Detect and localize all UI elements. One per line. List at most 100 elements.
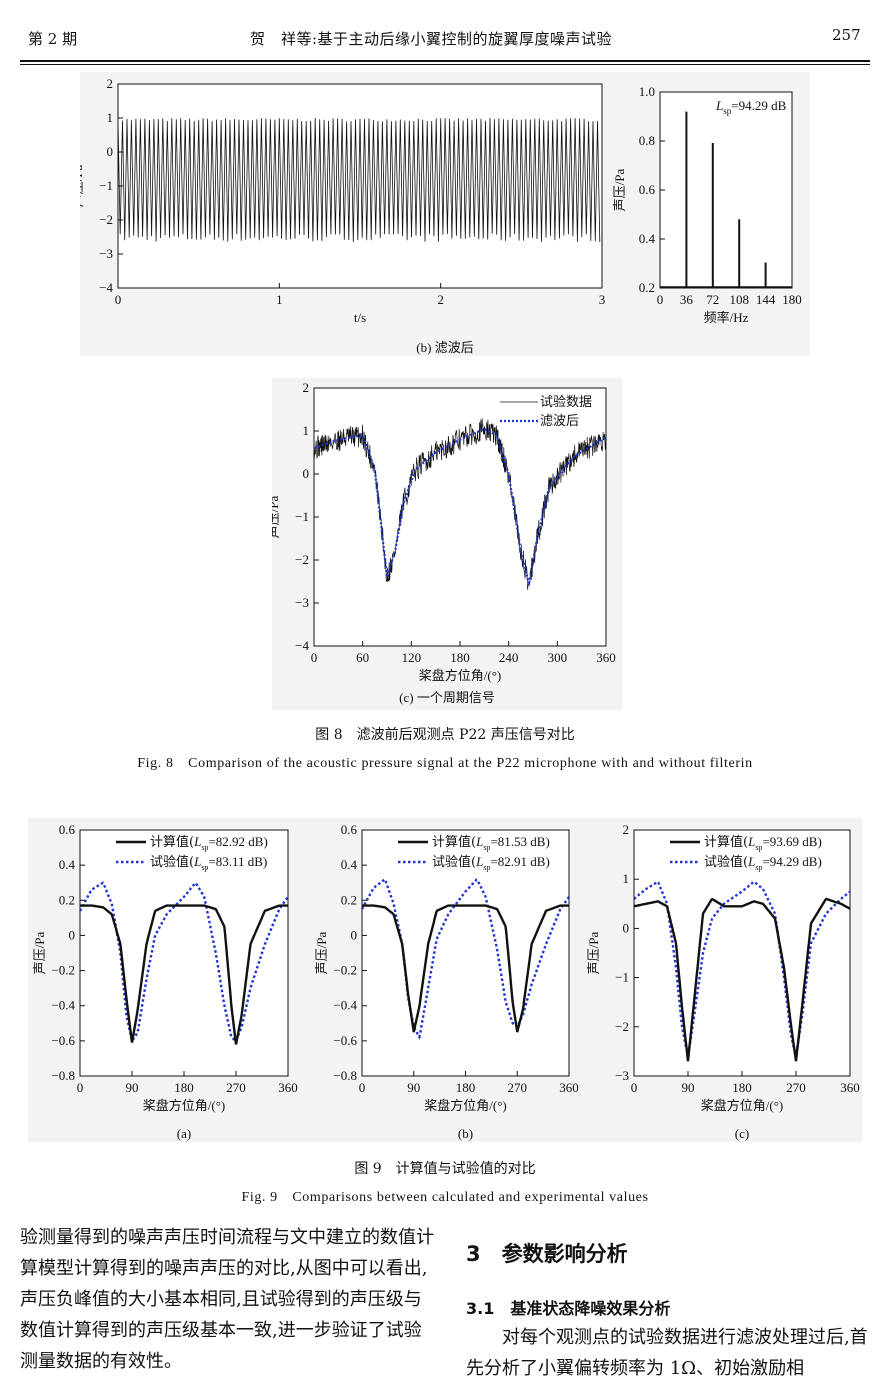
fig9c-ytick-label: 1 <box>623 871 630 886</box>
fig8b-time-xtick-label: 2 <box>437 292 444 307</box>
fig9b-plot-area <box>361 829 570 1077</box>
fig9b-xtick-label: 360 <box>559 1080 579 1095</box>
fig8b-spectrum-xtick-label: 108 <box>729 292 749 307</box>
fig8b-time-ytick-label: −3 <box>99 246 113 261</box>
fig9a-caption: (a) <box>177 1126 191 1141</box>
fig8b-time-xtick-label: 0 <box>115 292 122 307</box>
fig9b-ytick-label: −0.8 <box>333 1068 357 1083</box>
page-number: 257 <box>832 26 861 44</box>
fig8c-xtick-label: 60 <box>356 650 369 665</box>
issue-number: 第 2 期 <box>28 30 78 48</box>
fig8-caption-en: Fig. 8 Comparison of the acoustic pressu… <box>137 756 753 771</box>
fig8c-ytick-label: 2 <box>303 380 310 395</box>
fig9b-legend-label: 试验值(Lsp=82.91 dB) <box>432 854 550 872</box>
fig8b-spectrum-xtick-label: 0 <box>657 292 664 307</box>
fig8c-legend-filtered-label: 滤波后 <box>540 413 579 428</box>
fig9b-ylabel: 声压/Pa <box>314 931 329 974</box>
fig8c-xtick-label: 360 <box>596 650 616 665</box>
fig8b-spectrum-xtick-label: 36 <box>680 292 694 307</box>
fig8b-time-ytick-label: −1 <box>99 178 113 193</box>
fig8b-spectrum-xtick-label: 144 <box>756 292 776 307</box>
header-rule <box>20 60 870 62</box>
fig8b-spectrum-xtick-label: 180 <box>782 292 802 307</box>
fig8-caption-cn: 图 8 滤波前后观测点 P22 声压信号对比 <box>315 727 575 743</box>
fig9b-ytick-label: −0.4 <box>333 998 357 1013</box>
fig9c-xtick-label: 90 <box>682 1080 695 1095</box>
fig9c-plot-area <box>633 829 851 1077</box>
fig8b-spectrum-ytick-label: 0.8 <box>639 133 655 148</box>
fig9b-calculated-line <box>362 904 569 1033</box>
fig9c-xtick-label: 360 <box>840 1080 860 1095</box>
fig9b-xtick-label: 180 <box>456 1080 476 1095</box>
fig8b-spectrum-annotation: Lsp=94.29 dB <box>715 98 787 116</box>
fig8b-time-xtick-label: 3 <box>599 292 606 307</box>
fig8c-xtick-label: 0 <box>311 650 318 665</box>
fig8b-time-ylabel: 声压/Pa <box>80 164 85 207</box>
fig9a-legend-label: 试验值(Lsp=83.11 dB) <box>150 854 267 872</box>
fig8b-figure: 0 1 2 3 2 1 0 −1 −2 −3 −4 t/s 声压/Pa 0 36 72 108 144 180 1.0… <box>80 76 802 355</box>
fig9b-ytick-label: 0.4 <box>341 857 358 872</box>
body-paragraph-left: 验测量得到的噪声声压时间流程与文中建立的数值计算模型计算得到的噪声声压的对比,从… <box>20 1227 434 1372</box>
fig9c-xtick-label: 180 <box>732 1080 752 1095</box>
fig8c-figure: 0 60 120 180 240 300 360 2 1 0 −1 −2 −3 −4 桨盘方位角/(°) 声压… <box>272 380 616 705</box>
fig9c-caption: (c) <box>735 1126 749 1141</box>
fig9a-ytick-label: −0.6 <box>51 1033 75 1048</box>
fig9b-xtick-label: 0 <box>359 1080 366 1095</box>
fig9a-xtick-label: 90 <box>126 1080 139 1095</box>
fig9c-ytick-label: −3 <box>615 1068 629 1083</box>
fig8c-ytick-label: −2 <box>295 552 309 567</box>
running-header: 第 2 期 贺 祥等:基于主动后缘小翼控制的旋翼厚度噪声试验 257 <box>0 22 890 62</box>
fig8c-ylabel: 声压/Pa <box>272 495 281 538</box>
fig8b-spectrum-ytick-label: 0.6 <box>639 182 656 197</box>
fig8b-time-plot-area <box>117 83 603 289</box>
fig8c-xtick-label: 240 <box>499 650 518 665</box>
fig8b-time-ytick-label: −2 <box>99 212 113 227</box>
fig8b-time-xtick-label: 1 <box>276 292 283 307</box>
fig9a-ytick-label: 0.4 <box>59 857 76 872</box>
fig8c-xtick-label: 300 <box>548 650 568 665</box>
fig8c-caption: (c) 一个周期信号 <box>399 690 495 705</box>
fig9-caption-cn: 图 9 计算值与试验值的对比 <box>354 1161 536 1177</box>
fig9c-ytick-label: 0 <box>623 920 630 935</box>
fig9c-legend-label: 试验值(Lsp=94.29 dB) <box>704 854 822 872</box>
fig9a-xtick-label: 180 <box>174 1080 194 1095</box>
fig8c-raw-series-line <box>313 418 607 590</box>
fig9a-xtick-label: 270 <box>226 1080 246 1095</box>
fig9a-ylabel: 声压/Pa <box>32 931 47 974</box>
fig8b-spectrum-ytick-label: 0.2 <box>639 280 655 295</box>
fig8c-filtered-series-line <box>313 427 607 587</box>
header-rule-thin <box>20 64 870 65</box>
fig9b-xtick-label: 90 <box>407 1080 420 1095</box>
fig9b-xlabel: 桨盘方位角/(°) <box>424 1098 506 1113</box>
subsection-heading: 3.1 基准状态降噪效果分析 <box>466 1299 671 1318</box>
fig8b-spectrum-xtick-label: 72 <box>706 292 719 307</box>
fig8b-time-series-line <box>117 117 601 243</box>
fig8c-xlabel: 桨盘方位角/(°) <box>419 668 501 683</box>
fig9c-legend-label: 计算值(Lsp=93.69 dB) <box>704 834 822 852</box>
fig9b-legend-label: 计算值(Lsp=81.53 dB) <box>432 834 550 852</box>
fig9c-ytick-label: 2 <box>623 822 630 837</box>
fig9a-ytick-label: 0.6 <box>59 822 76 837</box>
fig9a-calculated-line <box>80 904 288 1045</box>
fig8b-time-ytick-label: 1 <box>107 110 114 125</box>
fig9a-xlabel: 桨盘方位角/(°) <box>143 1098 225 1113</box>
fig8c-ytick-label: 0 <box>303 466 310 481</box>
fig8b-time-ytick-label: −4 <box>99 280 113 295</box>
fig8c-xtick-label: 120 <box>402 650 422 665</box>
fig9a-plot-area <box>79 829 289 1077</box>
fig8b-spectrum-plot-area <box>659 91 793 289</box>
running-title: 贺 祥等:基于主动后缘小翼控制的旋翼厚度噪声试验 <box>250 30 613 48</box>
fig9a-ytick-label: 0 <box>69 927 76 942</box>
fig9a-xtick-label: 360 <box>278 1080 298 1095</box>
fig8c-legend-raw-label: 试验数据 <box>540 394 592 409</box>
fig8b-time-xlabel: t/s <box>354 310 366 325</box>
fig9b-ytick-label: 0.2 <box>341 892 357 907</box>
fig9a-legend-label: 计算值(Lsp=82.92 dB) <box>150 834 268 852</box>
fig9c-calculated-line <box>633 897 851 1062</box>
fig9c-ytick-label: −2 <box>615 1019 629 1034</box>
fig9c-xlabel: 桨盘方位角/(°) <box>701 1098 783 1113</box>
body-paragraph-right: 对每个观测点的试验数据进行滤波处理过后,首先分析了小翼偏转频率为 1Ω、初始激励… <box>466 1327 868 1379</box>
fig9b-ytick-label: 0.6 <box>341 822 358 837</box>
fig8c-ytick-label: 1 <box>303 423 310 438</box>
fig9c-xtick-label: 270 <box>786 1080 806 1095</box>
